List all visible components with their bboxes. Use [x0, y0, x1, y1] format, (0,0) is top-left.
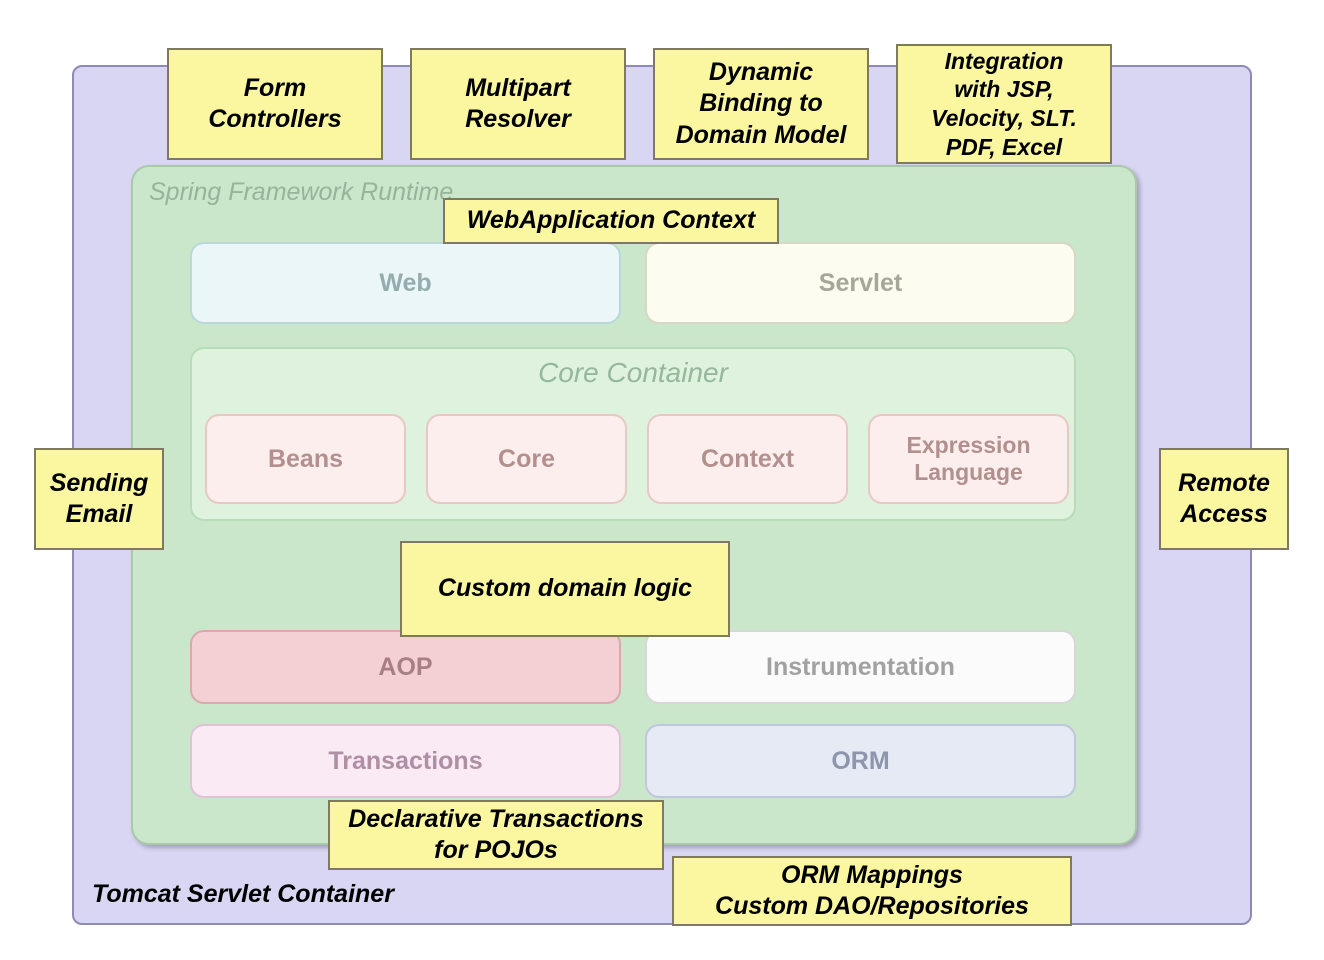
- sticky-multipart-resolver: Multipart Resolver: [410, 48, 626, 160]
- diagram-stage: Tomcat Servlet Container Spring Framewor…: [0, 0, 1324, 960]
- sticky-webapp-context: WebApplication Context: [443, 198, 779, 244]
- sticky-form-controllers: Form Controllers: [167, 48, 383, 160]
- spring-runtime-label: Spring Framework Runtime: [149, 178, 453, 207]
- sticky-declarative-tx: Declarative Transactions for POJOs: [328, 800, 664, 870]
- tomcat-label: Tomcat Servlet Container: [92, 880, 394, 909]
- module-core: Core: [426, 414, 627, 504]
- module-expression-language: Expression Language: [868, 414, 1069, 504]
- module-orm: ORM: [645, 724, 1076, 798]
- module-core-label: Core: [498, 445, 555, 474]
- module-context: Context: [647, 414, 848, 504]
- sticky-sending-email: Sending Email: [34, 448, 164, 550]
- module-instrumentation: Instrumentation: [645, 630, 1076, 704]
- module-web: Web: [190, 242, 621, 324]
- module-el-label: Expression Language: [880, 432, 1057, 486]
- module-aop: AOP: [190, 630, 621, 704]
- module-beans-label: Beans: [268, 445, 343, 474]
- sticky-integration: Integration with JSP, Velocity, SLT. PDF…: [896, 44, 1112, 164]
- sticky-custom-domain: Custom domain logic: [400, 541, 730, 637]
- module-aop-label: AOP: [378, 653, 432, 682]
- module-instrumentation-label: Instrumentation: [766, 653, 955, 682]
- module-servlet: Servlet: [645, 242, 1076, 324]
- module-web-label: Web: [379, 269, 431, 298]
- module-servlet-label: Servlet: [819, 269, 902, 298]
- module-transactions: Transactions: [190, 724, 621, 798]
- module-transactions-label: Transactions: [328, 747, 482, 776]
- module-orm-label: ORM: [831, 747, 889, 776]
- core-container-label: Core Container: [190, 357, 1076, 389]
- module-context-label: Context: [701, 445, 794, 474]
- sticky-dynamic-binding: Dynamic Binding to Domain Model: [653, 48, 869, 160]
- sticky-orm-mappings: ORM Mappings Custom DAO/Repositories: [672, 856, 1072, 926]
- sticky-remote-access: Remote Access: [1159, 448, 1289, 550]
- module-beans: Beans: [205, 414, 406, 504]
